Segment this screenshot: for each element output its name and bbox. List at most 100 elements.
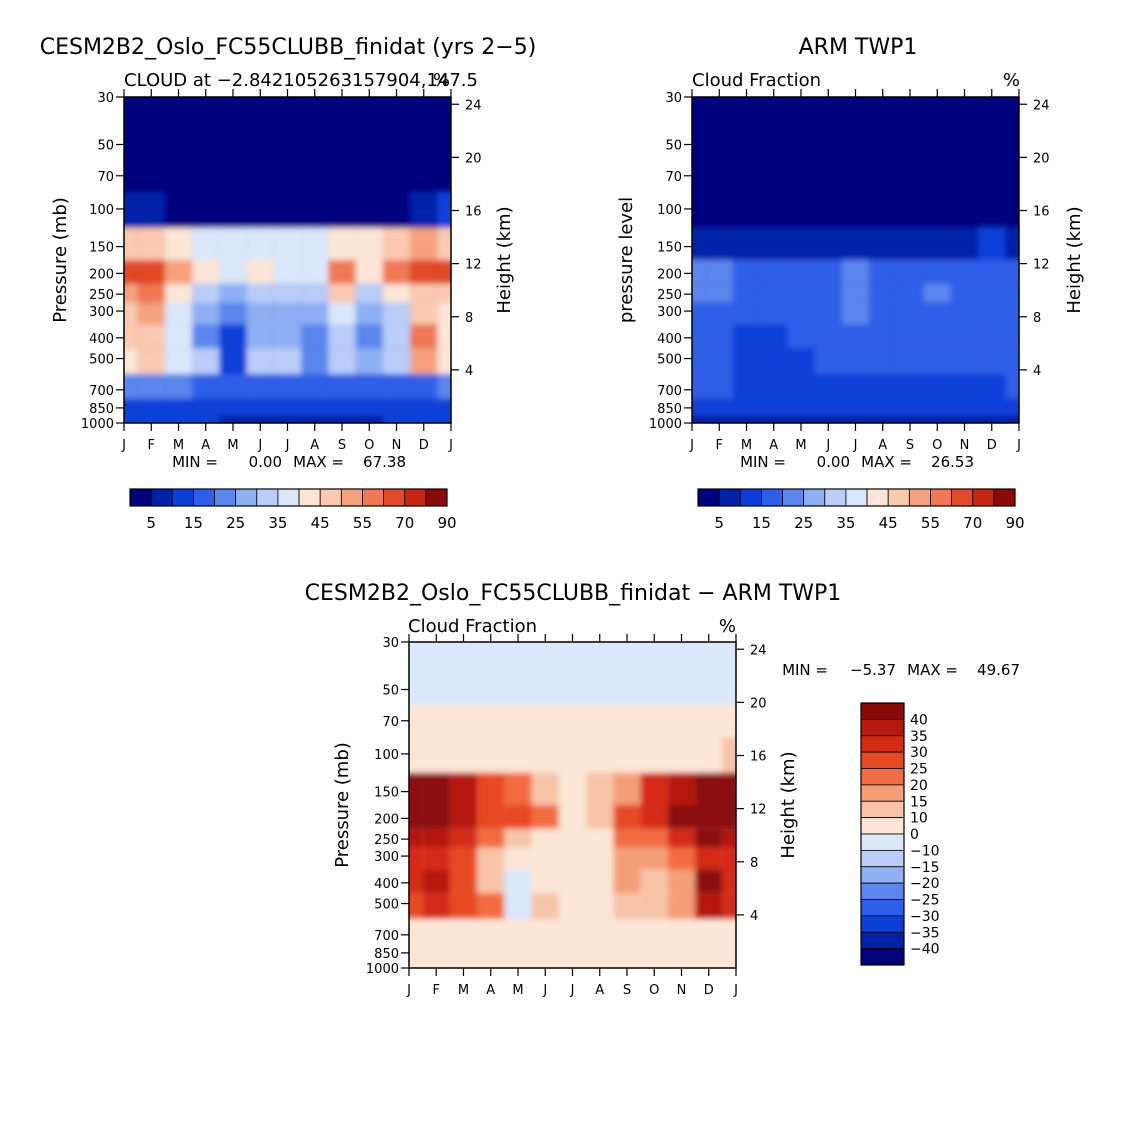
contour-cell	[422, 869, 450, 894]
contour-cell	[410, 227, 438, 260]
colorbar-swatch	[697, 488, 720, 507]
panel-model-ylabel: Pressure (mb)	[50, 197, 71, 323]
x-tick-label: D	[987, 438, 997, 453]
contour-cell	[923, 415, 951, 423]
contour-cell	[705, 120, 733, 161]
contour-cell	[950, 260, 979, 284]
contour-cell	[409, 642, 423, 666]
contour-cell	[613, 869, 641, 894]
contour-cell	[613, 919, 641, 944]
contour-cell	[192, 302, 220, 325]
y-tick-right-label: 16	[1033, 205, 1050, 220]
contour-cell	[558, 847, 587, 870]
contour-cell	[760, 160, 788, 193]
colorbar-label: 40	[910, 712, 928, 728]
contour-cell	[586, 665, 614, 706]
contour-cell	[787, 348, 815, 375]
y-tick-label: 50	[382, 683, 399, 698]
colorbar-swatch	[425, 488, 448, 507]
contour-cell	[787, 374, 815, 399]
contour-cell	[328, 415, 356, 423]
colorbar-label: −35	[910, 925, 940, 941]
panel-model-max-label: MAX =	[293, 453, 344, 471]
colorbar-swatch	[192, 488, 215, 507]
contour-cell	[124, 120, 138, 161]
contour-cell	[896, 283, 924, 303]
contour-cell	[409, 805, 423, 829]
contour-cell	[640, 805, 668, 829]
contour-cell	[219, 283, 247, 303]
contour-cell	[437, 227, 451, 260]
contour-cell	[531, 919, 559, 944]
x-tick-label: N	[960, 438, 970, 453]
y-tick-label: 150	[374, 786, 399, 801]
contour-cell	[410, 302, 438, 325]
contour-cell	[558, 665, 587, 706]
contour-cell	[246, 227, 274, 260]
contour-cell	[449, 869, 478, 894]
contour-cell	[477, 642, 505, 666]
contour-cell	[355, 415, 383, 423]
contour-cell	[787, 302, 815, 325]
panel-model-subtitle: CLOUD at −2.842105263157904,147.5	[124, 70, 478, 91]
y-tick-label: 500	[374, 898, 399, 913]
contour-cell	[705, 283, 733, 303]
contour-cell	[841, 374, 870, 399]
contour-cell	[504, 943, 532, 961]
contour-cell	[692, 260, 706, 284]
panel-obs-title: ARM TWP1	[799, 35, 918, 60]
x-tick-label: M	[512, 983, 523, 998]
y-tick-label: 850	[89, 402, 114, 417]
colorbar-swatch	[860, 849, 905, 868]
contour-cell	[273, 97, 302, 121]
colorbar-label: 15	[184, 514, 203, 532]
contour-cell	[246, 283, 274, 303]
y-tick-label: 70	[382, 715, 399, 730]
contour-cell	[422, 642, 450, 666]
x-tick-label: A	[201, 438, 210, 453]
x-tick-label: O	[649, 983, 659, 998]
contour-cell	[586, 919, 614, 944]
contour-cell	[558, 772, 587, 805]
contour-cell	[613, 847, 641, 870]
y-tick-right-label: 24	[750, 643, 767, 658]
contour-cell	[586, 847, 614, 870]
contour-cell	[841, 302, 870, 325]
contour-cell	[896, 260, 924, 284]
contour-field-obs	[692, 97, 1019, 423]
contour-cell	[695, 705, 723, 738]
contour-cell	[301, 260, 329, 284]
colorbar-swatch	[340, 488, 363, 507]
y-tick-label: 150	[89, 241, 114, 256]
contour-cell	[722, 642, 736, 666]
contour-cell	[124, 283, 138, 303]
contour-cell	[695, 772, 723, 805]
contour-cell	[814, 160, 842, 193]
colorbar-label: 90	[1005, 514, 1024, 532]
contour-cell	[841, 324, 870, 349]
colorbar-swatch	[860, 784, 905, 802]
contour-cell	[814, 120, 842, 161]
contour-cell	[950, 160, 979, 193]
x-tick-label: M	[795, 438, 806, 453]
colorbar-swatch	[739, 488, 762, 507]
contour-cell	[841, 227, 870, 260]
y-tick-label: 400	[657, 332, 682, 347]
contour-cell	[695, 737, 723, 773]
contour-cell	[437, 348, 451, 375]
panel-diff-max-label: MAX =	[907, 661, 958, 679]
contour-cell	[869, 120, 897, 161]
contour-cell	[640, 772, 668, 805]
contour-cell	[409, 869, 423, 894]
contour-cell	[410, 160, 438, 193]
contour-cell	[382, 192, 411, 228]
x-tick-label: J	[448, 438, 453, 453]
colorbar-label: 35	[836, 514, 855, 532]
contour-cell	[437, 160, 451, 193]
colorbar-swatch	[256, 488, 279, 507]
panel-obs-ylabel: pressure level	[616, 197, 637, 323]
contour-cell	[246, 260, 274, 284]
contour-cell	[667, 705, 696, 738]
contour-cell	[437, 283, 451, 303]
contour-cell	[477, 665, 505, 706]
